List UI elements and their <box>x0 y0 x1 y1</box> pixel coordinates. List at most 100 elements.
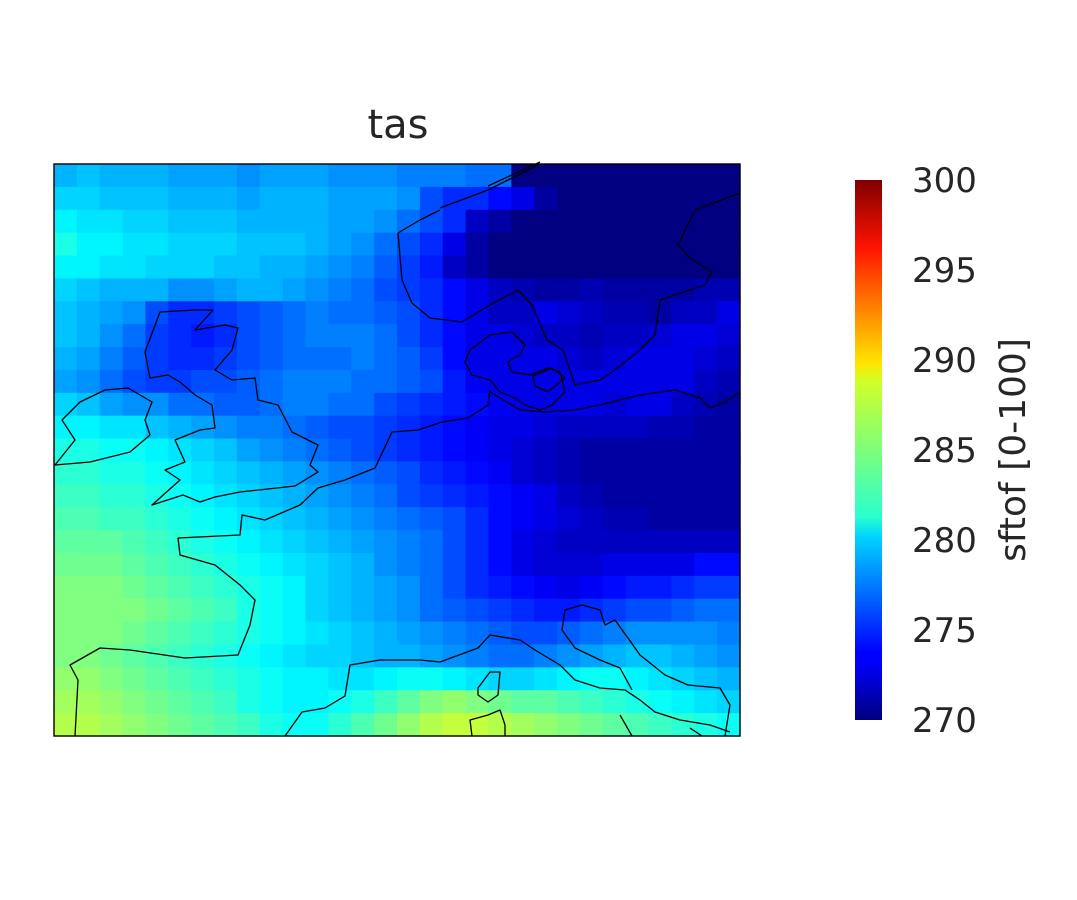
heatmap-cell <box>145 461 169 485</box>
heatmap-cell <box>579 301 604 325</box>
heatmap-cell <box>397 552 421 577</box>
heatmap-cell <box>374 507 398 531</box>
heatmap-cell <box>694 209 718 234</box>
heatmap-cell <box>259 324 284 348</box>
heatmap-cell <box>328 484 352 508</box>
heatmap-cell <box>99 461 124 485</box>
heatmap-cell <box>236 164 261 188</box>
heatmap-cell <box>122 667 147 691</box>
heatmap-cell <box>488 209 512 234</box>
heatmap-cell <box>579 255 604 279</box>
heatmap-cell <box>625 232 650 257</box>
heatmap-cell <box>54 278 78 302</box>
heatmap-cell <box>442 324 467 348</box>
heatmap-cell <box>259 644 284 668</box>
heatmap-cell <box>397 392 421 417</box>
heatmap-cell <box>465 186 490 211</box>
heatmap-cell <box>282 598 307 623</box>
heatmap-cell <box>465 347 490 371</box>
heatmap-cell <box>168 209 192 234</box>
heatmap-cell <box>694 301 718 325</box>
heatmap-cell <box>488 484 512 508</box>
heatmap-cell <box>511 644 535 668</box>
heatmap-cell <box>534 507 558 531</box>
heatmap-cell <box>351 690 375 714</box>
heatmap-cell <box>534 232 558 257</box>
heatmap-cell <box>465 369 490 394</box>
heatmap-cell <box>648 690 672 714</box>
heatmap-cell <box>602 438 627 463</box>
heatmap-cell <box>351 301 375 325</box>
heatmap-cell <box>236 598 261 623</box>
heatmap-cell <box>259 552 284 577</box>
heatmap-cell <box>282 255 307 279</box>
heatmap-cell <box>236 667 261 691</box>
colorbar-ticks: 270 275 280 285 290 295 300 <box>912 161 977 741</box>
heatmap-cell <box>579 530 604 554</box>
heatmap-cell <box>442 164 467 188</box>
heatmap-cell <box>214 484 238 508</box>
heatmap-cell <box>54 575 78 600</box>
heatmap-cell <box>374 667 398 691</box>
heatmap-cell <box>374 278 398 302</box>
heatmap-cell <box>557 621 581 646</box>
heatmap-cell <box>717 278 741 302</box>
heatmap-cell <box>717 644 741 668</box>
heatmap-cell <box>168 713 192 737</box>
heatmap-cell <box>236 369 261 394</box>
heatmap-cell <box>534 347 558 371</box>
heatmap-cell <box>511 690 535 714</box>
heatmap-cell <box>374 530 398 554</box>
heatmap-cell <box>534 690 558 714</box>
heatmap-cell <box>717 392 741 417</box>
heatmap-cell <box>671 484 695 508</box>
heatmap-cell <box>557 438 581 463</box>
heatmap-cell <box>259 690 284 714</box>
heatmap-cell <box>214 324 238 348</box>
heatmap-cell <box>694 530 718 554</box>
heatmap-cell <box>282 552 307 577</box>
heatmap-cell <box>557 552 581 577</box>
heatmap-cell <box>717 484 741 508</box>
heatmap-cell <box>648 552 672 577</box>
heatmap-cell <box>648 461 672 485</box>
heatmap-cell <box>602 209 627 234</box>
heatmap-cell <box>419 530 444 554</box>
heatmap-cell <box>259 530 284 554</box>
heatmap-cell <box>625 369 650 394</box>
heatmap-cell <box>397 575 421 600</box>
heatmap-cell <box>145 278 169 302</box>
heatmap-cell <box>602 461 627 485</box>
heatmap-cell <box>122 575 147 600</box>
heatmap-cell <box>511 255 535 279</box>
heatmap-cell <box>328 507 352 531</box>
heatmap-cell <box>625 644 650 668</box>
heatmap-cell <box>579 415 604 440</box>
heatmap-cell <box>625 278 650 302</box>
heatmap-cell <box>694 484 718 508</box>
coastline-continent-north <box>69 537 256 737</box>
heatmap-cell <box>694 507 718 531</box>
heatmap-cell <box>511 530 535 554</box>
heatmap-cell <box>671 164 695 188</box>
heatmap-cell <box>191 209 215 234</box>
heatmap-cell <box>328 552 352 577</box>
heatmap-cell <box>259 507 284 531</box>
heatmap-cell <box>374 415 398 440</box>
heatmap-cell <box>191 598 215 623</box>
heatmap-cell <box>214 186 238 211</box>
heatmap-cell <box>99 667 124 691</box>
heatmap-cell <box>557 461 581 485</box>
heatmap-cell <box>648 278 672 302</box>
heatmap-cell <box>122 347 147 371</box>
heatmap-cell <box>465 530 490 554</box>
heatmap-cell <box>214 301 238 325</box>
heatmap-cell <box>351 369 375 394</box>
heatmap-cell <box>191 232 215 257</box>
heatmap-cell <box>99 347 124 371</box>
heatmap-cell <box>76 552 101 577</box>
heatmap-cell <box>602 392 627 417</box>
heatmap-cell <box>579 209 604 234</box>
heatmap-cell <box>419 255 444 279</box>
heatmap-cell <box>442 186 467 211</box>
